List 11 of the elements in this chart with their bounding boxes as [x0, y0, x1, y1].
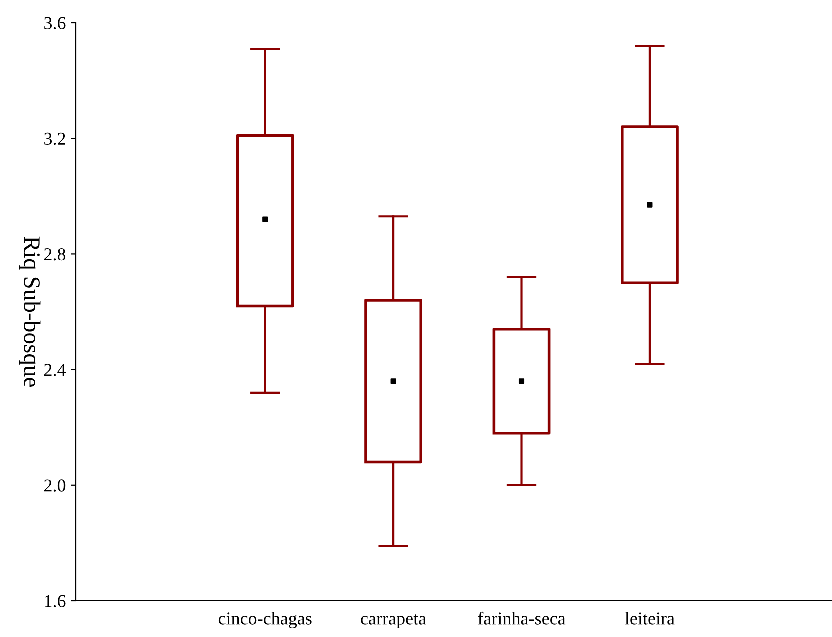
y-axis-title: Riq Sub-bosque	[19, 236, 41, 387]
x-tick-label: farinha-seca	[478, 612, 566, 625]
y-tick-label: 1.6	[45, 595, 66, 608]
y-tick-label: 3.2	[44, 132, 66, 146]
y-tick-label: 2.0	[44, 480, 66, 492]
y-tick-label: 2.8	[44, 248, 66, 261]
x-tick-label: cinco-chagas	[218, 612, 312, 629]
x-tick-label: leiteira	[625, 612, 675, 625]
y-tick-label: 3.6	[44, 17, 66, 30]
y-tick-label: 2.4	[44, 364, 66, 376]
x-tick-label: carrapeta	[361, 614, 426, 628]
